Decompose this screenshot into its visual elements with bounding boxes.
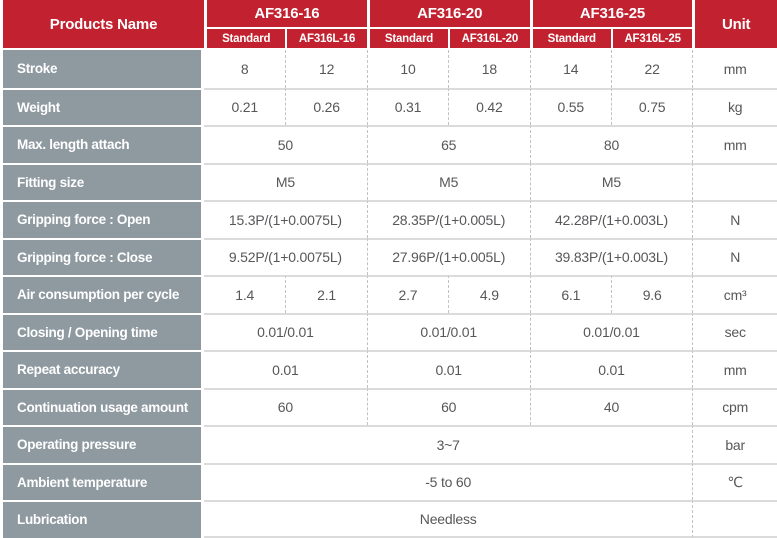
value-cell: 80 (529, 125, 693, 163)
row-label: Gripping force : Close (3, 237, 204, 275)
value-cell: 0.01/0.01 (529, 312, 693, 350)
variant-header: Standard (366, 29, 449, 48)
unit-header: Unit (692, 0, 777, 48)
row-label: Ambient temperature (3, 462, 204, 500)
value-cell: 10 (366, 50, 449, 88)
variant-header: AF316L-25 (610, 29, 693, 48)
value-cell: 0.01/0.01 (204, 312, 367, 350)
value-cell: 3~7 (204, 425, 693, 463)
unit-cell: kg (692, 87, 777, 125)
value-cell: 6.1 (529, 275, 611, 313)
value-cell: 60 (204, 387, 367, 425)
value-cell: 0.01 (529, 350, 693, 388)
row-label: Closing / Opening time (3, 312, 204, 350)
unit-cell: mm (692, 350, 777, 388)
row-label: Gripping force : Open (3, 200, 204, 238)
value-cell: 42.28P/(1+0.003L) (529, 200, 693, 238)
table-row-fitting-size: Fitting size M5 M5 M5 (3, 162, 777, 200)
unit-cell: mm (692, 50, 777, 88)
value-cell: 2.1 (285, 275, 367, 313)
value-cell: 39.83P/(1+0.003L) (529, 237, 693, 275)
variant-header: Standard (529, 29, 611, 48)
value-cell: 14 (529, 50, 611, 88)
value-cell: 9.6 (610, 275, 693, 313)
table-header: Products Name AF316-16 AF316-20 AF316-25… (3, 0, 777, 48)
table-row-ambient-temperature: Ambient temperature -5 to 60 ℃ (3, 462, 777, 500)
table-row-weight: Weight 0.21 0.26 0.31 0.42 0.55 0.75 kg (3, 87, 777, 125)
table-row-operating-pressure: Operating pressure 3~7 bar (3, 425, 777, 463)
table-body: Stroke 8 12 10 18 14 22 mm Weight 0.21 0… (3, 50, 777, 538)
row-label: Operating pressure (3, 425, 204, 463)
value-cell: 0.55 (529, 87, 611, 125)
unit-cell: bar (692, 425, 777, 463)
table-row-stroke: Stroke 8 12 10 18 14 22 mm (3, 50, 777, 88)
value-cell: 28.35P/(1+0.005L) (366, 200, 530, 238)
table-row-gripping-force-close: Gripping force : Close 9.52P/(1+0.0075L)… (3, 237, 777, 275)
value-cell: 2.7 (366, 275, 449, 313)
value-cell: 40 (529, 387, 693, 425)
variant-header: Standard (204, 29, 286, 48)
table-row-gripping-force-open: Gripping force : Open 15.3P/(1+0.0075L) … (3, 200, 777, 238)
row-label: Lubrication (3, 500, 204, 538)
unit-cell: mm (692, 125, 777, 163)
value-cell: 0.75 (610, 87, 693, 125)
value-cell: 60 (366, 387, 530, 425)
value-cell: 8 (204, 50, 286, 88)
value-cell: 0.31 (366, 87, 449, 125)
value-cell: 0.42 (448, 87, 530, 125)
value-cell: 18 (448, 50, 530, 88)
row-label: Max. length attach (3, 125, 204, 163)
unit-cell: N (692, 200, 777, 238)
row-label: Repeat accuracy (3, 350, 204, 388)
value-cell: 65 (366, 125, 530, 163)
value-cell: M5 (529, 162, 693, 200)
unit-cell: cpm (692, 387, 777, 425)
variant-header: AF316L-16 (285, 29, 367, 48)
row-label: Stroke (3, 50, 204, 88)
value-cell: 0.01 (204, 350, 367, 388)
value-cell: 12 (285, 50, 367, 88)
unit-cell: ℃ (692, 462, 777, 500)
model-header-af316-20: AF316-20 (366, 0, 530, 29)
value-cell: 9.52P/(1+0.0075L) (204, 237, 367, 275)
value-cell: 50 (204, 125, 367, 163)
value-cell: 0.26 (285, 87, 367, 125)
value-cell: 27.96P/(1+0.005L) (366, 237, 530, 275)
model-header-af316-16: AF316-16 (204, 0, 367, 29)
unit-cell: N (692, 237, 777, 275)
value-cell: 1.4 (204, 275, 286, 313)
row-label: Fitting size (3, 162, 204, 200)
table-row-repeat-accuracy: Repeat accuracy 0.01 0.01 0.01 mm (3, 350, 777, 388)
variant-header: AF316L-20 (448, 29, 530, 48)
table-row-closing-opening-time: Closing / Opening time 0.01/0.01 0.01/0.… (3, 312, 777, 350)
value-cell: 0.21 (204, 87, 286, 125)
model-header-af316-25: AF316-25 (529, 0, 693, 29)
unit-cell: sec (692, 312, 777, 350)
table-row-continuation-usage: Continuation usage amount 60 60 40 cpm (3, 387, 777, 425)
products-name-header: Products Name (3, 0, 204, 48)
table-row-air-consumption: Air consumption per cycle 1.4 2.1 2.7 4.… (3, 275, 777, 313)
value-cell: 0.01 (366, 350, 530, 388)
value-cell: 22 (610, 50, 693, 88)
value-cell: -5 to 60 (204, 462, 693, 500)
value-cell: 15.3P/(1+0.0075L) (204, 200, 367, 238)
value-cell: M5 (366, 162, 530, 200)
row-label: Continuation usage amount (3, 387, 204, 425)
value-cell: M5 (204, 162, 367, 200)
value-cell: 0.01/0.01 (366, 312, 530, 350)
row-label: Weight (3, 87, 204, 125)
table-row-max-length-attach: Max. length attach 50 65 80 mm (3, 125, 777, 163)
unit-cell (692, 162, 777, 200)
unit-cell: cm³ (692, 275, 777, 313)
unit-cell (692, 500, 777, 538)
value-cell: Needless (204, 500, 693, 538)
row-label: Air consumption per cycle (3, 275, 204, 313)
value-cell: 4.9 (448, 275, 530, 313)
table-row-lubrication: Lubrication Needless (3, 500, 777, 538)
